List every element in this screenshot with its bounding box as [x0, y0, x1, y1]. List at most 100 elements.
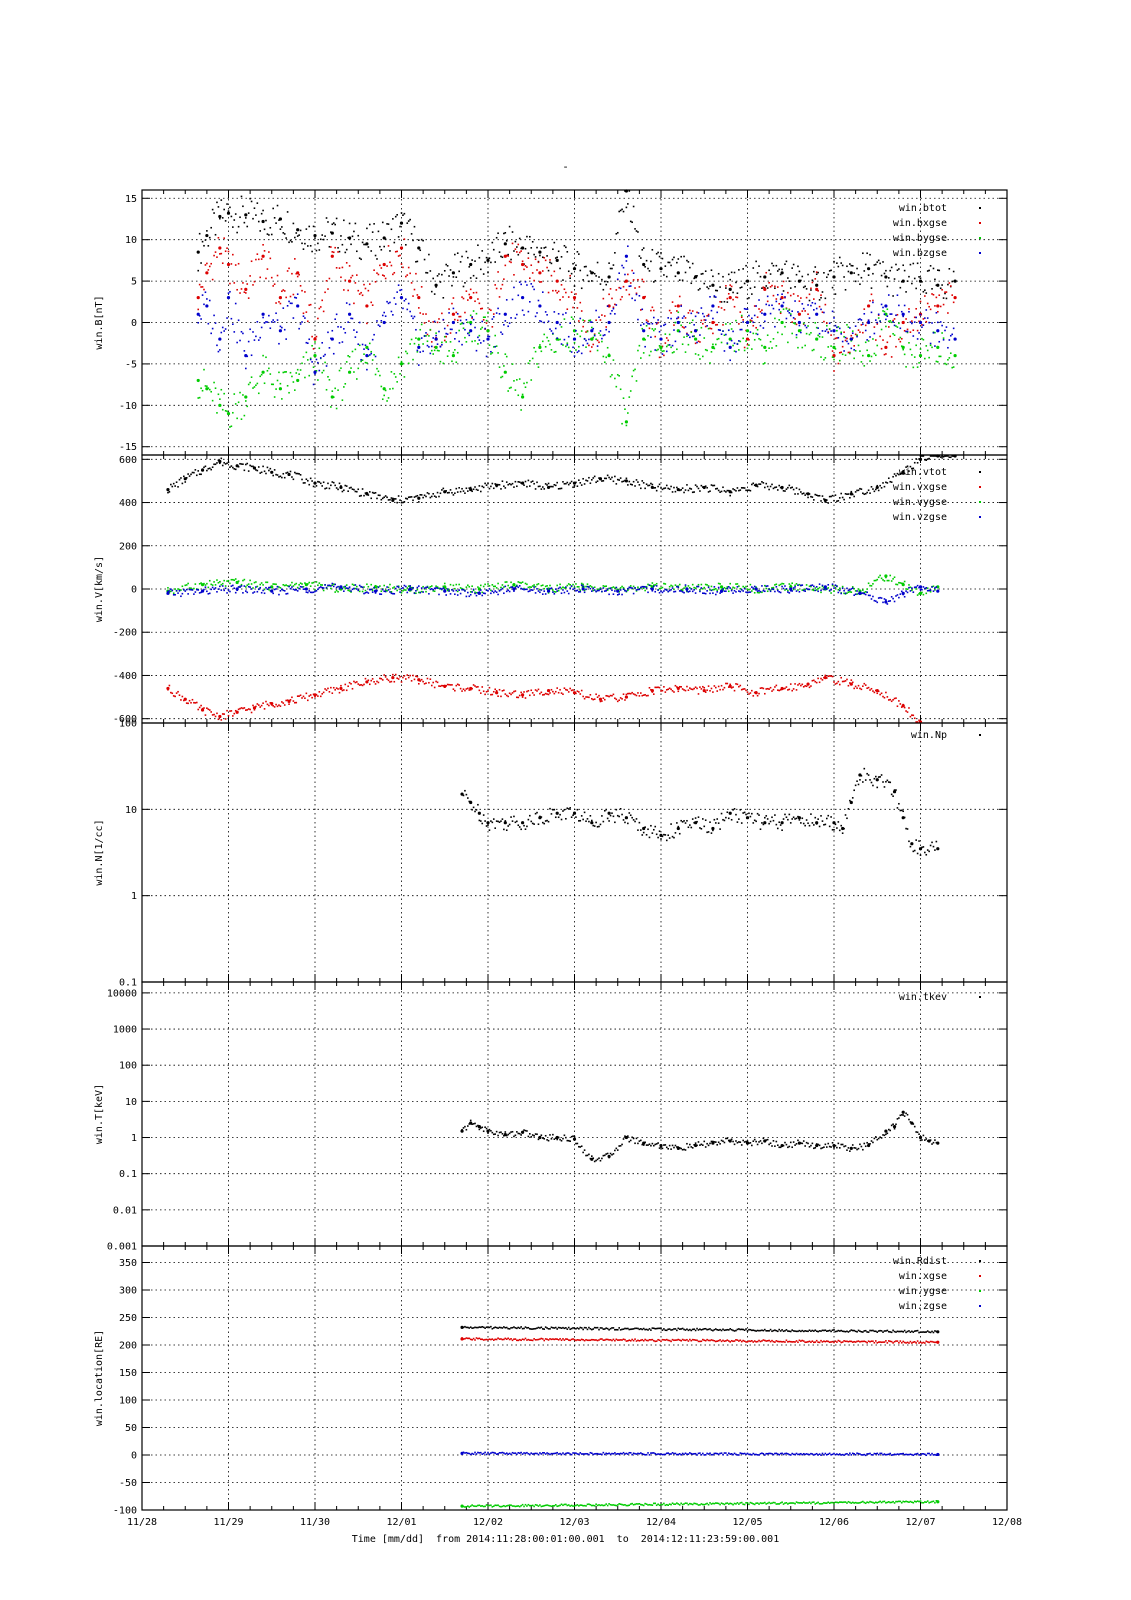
data-cloud-point	[820, 356, 822, 358]
data-cloud-point	[363, 683, 365, 686]
data-cloud-point	[175, 481, 178, 483]
data-cloud-point	[497, 820, 499, 823]
data-cloud-point	[664, 342, 667, 344]
data-cloud-point	[753, 286, 756, 288]
data-cloud-point	[559, 298, 561, 301]
data-cloud-point	[396, 250, 398, 253]
data-point	[183, 477, 187, 481]
data-cloud-point	[924, 458, 926, 461]
data-cloud-point	[334, 387, 336, 390]
data-cloud-point	[840, 351, 843, 354]
data-cloud-point	[465, 250, 468, 253]
data-cloud-point	[529, 694, 531, 697]
data-cloud-point	[472, 806, 475, 809]
data-cloud-point	[239, 391, 241, 394]
data-cloud-point	[804, 285, 806, 288]
data-cloud-point	[282, 584, 285, 586]
data-cloud-point	[655, 349, 658, 352]
data-cloud-point	[591, 586, 593, 588]
data-cloud-point	[629, 285, 632, 287]
data-cloud-point	[373, 353, 375, 356]
data-cloud-point	[495, 591, 498, 593]
data-cloud-point	[611, 586, 613, 589]
data-cloud-point	[678, 685, 681, 688]
data-cloud-point	[642, 587, 645, 590]
data-cloud-point	[530, 379, 533, 381]
data-cloud-point	[275, 312, 277, 315]
data-cloud-point	[478, 819, 481, 822]
data-cloud-point	[908, 584, 910, 586]
data-cloud-point	[302, 586, 305, 588]
data-cloud-point	[627, 587, 629, 590]
data-cloud-point	[190, 587, 192, 589]
data-cloud-point	[570, 689, 573, 692]
data-cloud-point	[263, 382, 266, 385]
data-cloud-point	[305, 341, 308, 344]
data-cloud-point	[308, 304, 311, 306]
data-cloud-point	[338, 482, 341, 485]
data-cloud-point	[233, 712, 236, 715]
data-cloud-point	[582, 319, 584, 322]
data-point	[823, 585, 827, 589]
data-cloud-point	[549, 259, 551, 261]
data-cloud-point	[190, 473, 192, 476]
data-cloud-point	[227, 292, 230, 294]
data-cloud-point	[691, 590, 694, 593]
data-cloud-point	[557, 691, 560, 694]
data-cloud-point	[622, 693, 625, 696]
data-cloud-point	[648, 323, 651, 325]
data-cloud-point	[712, 332, 714, 335]
data-cloud-point	[752, 482, 755, 485]
data-cloud-point	[804, 588, 806, 591]
data-cloud-point	[305, 692, 308, 695]
data-cloud-point	[690, 331, 693, 334]
data-cloud-point	[560, 692, 563, 694]
data-cloud-point	[752, 332, 755, 335]
data-cloud-point	[397, 255, 400, 257]
data-cloud-point	[794, 300, 796, 302]
data-cloud-point	[405, 244, 407, 246]
data-cloud-point	[567, 335, 570, 338]
data-cloud-point	[348, 303, 351, 306]
data-cloud-point	[824, 297, 827, 300]
data-cloud-point	[289, 371, 292, 374]
data-cloud-point	[801, 683, 804, 686]
data-point	[806, 492, 810, 496]
data-cloud-point	[363, 592, 365, 595]
data-cloud-point	[689, 487, 691, 490]
data-point	[348, 236, 352, 240]
data-cloud-point	[282, 232, 285, 234]
data-cloud-point	[726, 342, 729, 344]
data-cloud-point	[485, 319, 488, 322]
y-tick-label: -5	[125, 359, 137, 370]
data-cloud-point	[615, 483, 618, 485]
data-cloud-point	[559, 688, 561, 691]
data-cloud-point	[911, 320, 913, 322]
data-cloud-point	[825, 322, 828, 324]
data-cloud-point	[634, 587, 636, 589]
data-cloud-point	[674, 590, 677, 593]
data-cloud-point	[456, 313, 459, 315]
data-cloud-point	[247, 470, 250, 472]
data-cloud-point	[315, 485, 318, 487]
data-cloud-point	[929, 308, 932, 311]
data-cloud-point	[828, 675, 831, 677]
data-cloud-point	[624, 699, 626, 701]
data-cloud-point	[648, 354, 651, 357]
data-cloud-point	[181, 592, 184, 595]
data-cloud-point	[769, 589, 772, 591]
data-cloud-point	[634, 299, 636, 302]
data-cloud-point	[817, 327, 819, 329]
data-cloud-point	[345, 587, 348, 589]
data-cloud-point	[575, 583, 577, 585]
data-cloud-point	[749, 331, 752, 333]
data-cloud-point	[304, 317, 306, 319]
data-cloud-point	[345, 584, 348, 586]
data-cloud-point	[602, 334, 605, 337]
data-cloud-point	[332, 585, 335, 588]
data-cloud-point	[709, 327, 711, 330]
data-cloud-point	[357, 683, 360, 685]
data-cloud-point	[876, 261, 879, 263]
data-cloud-point	[390, 310, 393, 313]
data-cloud-point	[455, 311, 458, 314]
